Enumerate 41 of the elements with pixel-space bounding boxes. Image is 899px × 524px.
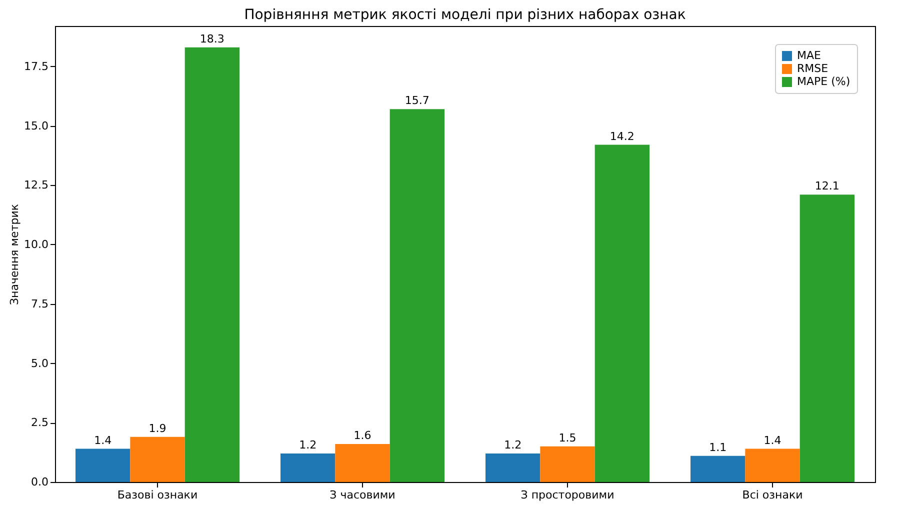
data-label: 1.9 (148, 422, 166, 435)
bar (540, 446, 595, 482)
bar (745, 448, 800, 482)
y-tick-label: 10.0 (24, 238, 48, 251)
bar (184, 47, 240, 482)
bar (486, 454, 540, 482)
legend-label: RMSE (797, 62, 828, 75)
x-tick-label: Базові ознаки (117, 488, 198, 502)
x-tick-label: З просторовими (520, 488, 614, 502)
data-label: 18.3 (200, 32, 224, 46)
bar (130, 436, 185, 482)
bar (800, 194, 854, 482)
legend-label: MAPE (%) (797, 75, 850, 88)
y-tick-label: 15.0 (24, 119, 48, 132)
data-label: 1.2 (299, 438, 317, 452)
bar (390, 109, 444, 482)
data-label: 14.2 (610, 130, 634, 143)
bar (335, 444, 390, 482)
legend-label: MAE (797, 49, 822, 62)
y-tick-label: 0.0 (31, 476, 48, 488)
chart-title: Порівняння метрик якості моделі при різних наборах ознак (244, 7, 686, 23)
bar (280, 454, 336, 482)
y-tick-label: 12.5 (24, 178, 48, 192)
bar (594, 144, 650, 482)
data-label: 1.2 (504, 438, 522, 452)
bar (76, 448, 130, 482)
y-tick-label: 2.5 (31, 416, 48, 430)
data-label: 1.1 (709, 440, 727, 454)
y-tick-label: 17.5 (24, 60, 48, 73)
data-label: 12.1 (814, 180, 840, 193)
bar (690, 456, 746, 482)
x-tick-label: Всі ознаки (742, 488, 803, 502)
data-label: 1.4 (94, 434, 112, 447)
data-label: 1.4 (764, 434, 782, 447)
data-label: 1.6 (354, 429, 372, 442)
y-tick-label: 7.5 (31, 297, 48, 310)
y-axis-title: Значення метрик (8, 204, 22, 305)
y-tick-label: 5.0 (31, 356, 48, 370)
data-label: 1.5 (558, 431, 576, 444)
data-label: 15.7 (404, 94, 430, 108)
x-tick-label: З часовими (330, 488, 396, 502)
